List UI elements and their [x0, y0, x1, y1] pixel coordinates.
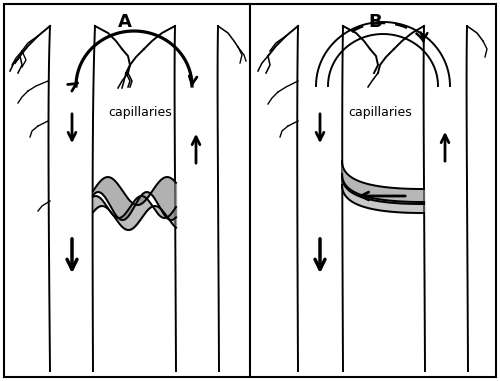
- Text: B: B: [368, 13, 382, 31]
- Text: A: A: [118, 13, 132, 31]
- Text: capillaries: capillaries: [108, 106, 172, 119]
- Text: capillaries: capillaries: [348, 106, 412, 119]
